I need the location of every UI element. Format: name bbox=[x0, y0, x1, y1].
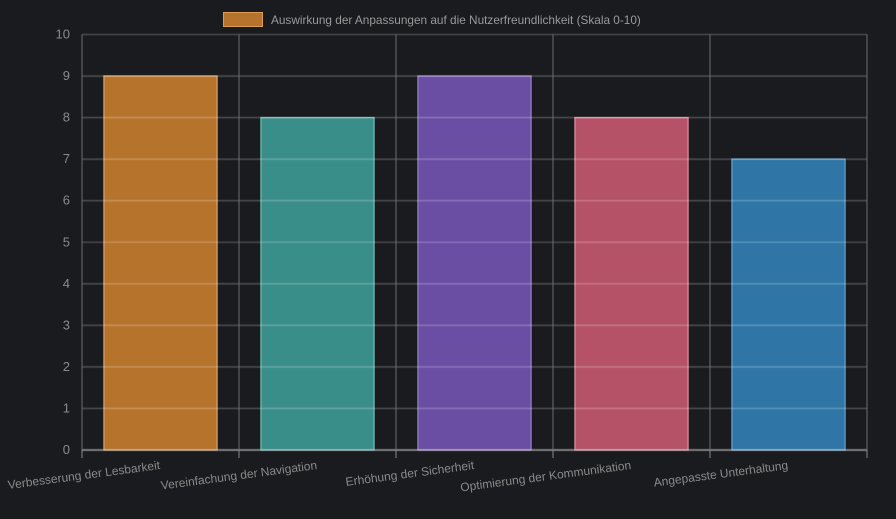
svg-text:7: 7 bbox=[63, 151, 70, 166]
svg-text:1: 1 bbox=[63, 400, 70, 415]
svg-text:2: 2 bbox=[63, 359, 70, 374]
svg-text:6: 6 bbox=[63, 193, 70, 208]
svg-text:3: 3 bbox=[63, 317, 70, 332]
svg-text:9: 9 bbox=[63, 68, 70, 83]
svg-text:5: 5 bbox=[63, 234, 70, 249]
svg-text:8: 8 bbox=[63, 110, 70, 125]
svg-text:10: 10 bbox=[56, 27, 70, 42]
svg-text:4: 4 bbox=[63, 276, 70, 291]
svg-text:0: 0 bbox=[63, 442, 70, 457]
